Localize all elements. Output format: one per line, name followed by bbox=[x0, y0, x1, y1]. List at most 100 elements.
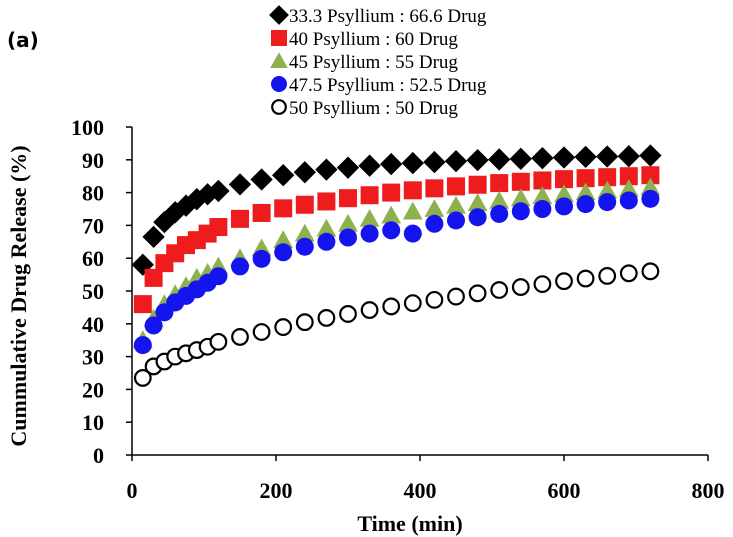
data-point bbox=[317, 192, 336, 211]
data-point bbox=[358, 154, 381, 177]
legend-label: 47.5 Psyllium : 52.5 Drug bbox=[289, 75, 487, 96]
data-point bbox=[447, 287, 465, 306]
y-tick-label: 20 bbox=[82, 377, 104, 402]
data-point bbox=[382, 297, 401, 316]
legend-marker bbox=[271, 30, 287, 46]
data-point bbox=[618, 179, 639, 197]
legend-marker bbox=[269, 5, 289, 25]
x-tick-label: 200 bbox=[260, 478, 293, 503]
data-point bbox=[144, 316, 163, 335]
data-point bbox=[555, 170, 573, 189]
data-point bbox=[552, 146, 576, 169]
data-point bbox=[640, 177, 661, 196]
data-point bbox=[317, 232, 336, 251]
data-point bbox=[639, 144, 662, 167]
data-point bbox=[425, 214, 444, 233]
data-point bbox=[403, 294, 422, 313]
data-point bbox=[274, 243, 293, 262]
data-point bbox=[489, 190, 510, 209]
data-point bbox=[468, 284, 487, 303]
data-point bbox=[598, 193, 617, 212]
data-point bbox=[274, 318, 293, 336]
data-point bbox=[468, 208, 487, 227]
legend-marker bbox=[271, 76, 287, 92]
data-point bbox=[511, 172, 530, 191]
data-point bbox=[360, 186, 379, 205]
data-point bbox=[273, 230, 294, 249]
data-point bbox=[133, 369, 152, 387]
legend-label: 33.3 Psyllium : 66.6 Drug bbox=[289, 6, 487, 27]
legend-marker bbox=[270, 52, 288, 69]
data-point bbox=[598, 168, 617, 187]
data-point bbox=[468, 175, 487, 194]
data-point bbox=[209, 267, 228, 286]
data-point bbox=[511, 202, 530, 221]
data-point bbox=[316, 218, 337, 237]
legend-label: 45 Psyllium : 55 Drug bbox=[289, 52, 458, 73]
data-point bbox=[576, 269, 595, 288]
data-point bbox=[509, 147, 532, 170]
data-point bbox=[576, 195, 595, 214]
series-2 bbox=[133, 166, 660, 314]
data-point bbox=[574, 145, 597, 169]
data-point bbox=[425, 290, 444, 309]
data-point bbox=[295, 313, 314, 332]
data-point bbox=[382, 221, 401, 240]
data-point bbox=[533, 200, 552, 218]
data-point bbox=[402, 201, 423, 220]
data-point bbox=[338, 213, 358, 232]
legend-marker bbox=[271, 99, 287, 115]
data-point bbox=[533, 171, 552, 190]
data-point bbox=[133, 336, 152, 355]
data-point bbox=[424, 199, 445, 217]
data-point bbox=[575, 182, 596, 201]
data-point bbox=[597, 180, 618, 199]
data-point bbox=[511, 278, 530, 296]
data-point bbox=[142, 225, 165, 249]
data-point bbox=[231, 328, 249, 346]
data-point bbox=[380, 152, 403, 176]
data-point bbox=[467, 193, 488, 212]
x-tick-label: 0 bbox=[127, 478, 138, 503]
legend-label: 40 Psyllium : 60 Drug bbox=[289, 29, 458, 50]
data-point bbox=[490, 204, 509, 223]
data-point bbox=[231, 257, 249, 276]
data-point bbox=[315, 158, 338, 181]
data-point bbox=[555, 197, 573, 216]
series-5 bbox=[133, 262, 660, 387]
data-point bbox=[619, 167, 638, 186]
data-point bbox=[295, 237, 314, 256]
legend-label: 50 Psyllium : 50 Drug bbox=[289, 98, 458, 119]
data-point bbox=[252, 323, 271, 341]
data-point bbox=[532, 186, 553, 205]
data-point bbox=[403, 224, 422, 243]
data-point bbox=[596, 145, 619, 168]
data-point bbox=[641, 166, 660, 185]
data-point bbox=[274, 199, 293, 218]
y-tick-label: 30 bbox=[82, 345, 104, 370]
x-tick-label: 400 bbox=[404, 478, 437, 503]
x-tick-label: 600 bbox=[548, 478, 581, 503]
data-point bbox=[641, 189, 660, 208]
data-point bbox=[555, 272, 573, 291]
data-point bbox=[295, 195, 314, 214]
data-point bbox=[510, 188, 531, 207]
data-point bbox=[446, 195, 466, 214]
y-tick-label: 40 bbox=[82, 312, 104, 337]
y-axis-ticks: 0 10 20 30 40 50 60 70 80 90 100 bbox=[71, 115, 132, 468]
data-point bbox=[317, 308, 336, 327]
data-point bbox=[425, 179, 444, 198]
data-point bbox=[381, 205, 402, 224]
data-point bbox=[272, 164, 295, 187]
y-tick-label: 80 bbox=[82, 181, 104, 206]
y-tick-label: 60 bbox=[82, 246, 104, 271]
data-point bbox=[250, 168, 273, 191]
data-point bbox=[490, 281, 509, 299]
y-tick-label: 0 bbox=[93, 443, 104, 468]
data-point bbox=[360, 301, 379, 319]
data-point bbox=[382, 183, 401, 202]
data-point bbox=[339, 189, 357, 208]
y-tick-label: 100 bbox=[71, 115, 104, 140]
